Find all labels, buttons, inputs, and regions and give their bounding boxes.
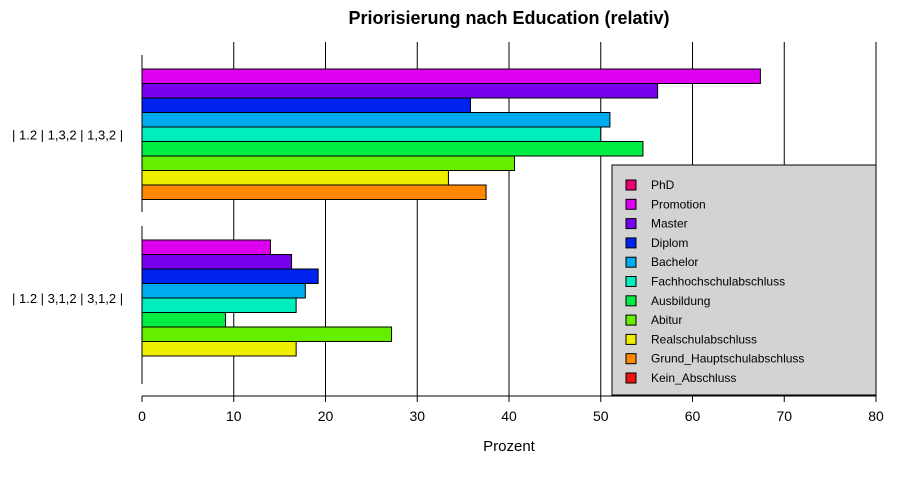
legend-label: Abitur xyxy=(651,313,682,327)
legend-label: Promotion xyxy=(651,197,706,211)
bar-bachelor xyxy=(141,283,306,299)
x-tick-label: 70 xyxy=(776,408,792,424)
legend-label: Diplom xyxy=(651,236,688,250)
bar-realschulabschluss xyxy=(141,170,449,186)
bar-realschulabschluss xyxy=(141,341,297,357)
bar-diplom xyxy=(141,97,471,113)
bar-diplom xyxy=(141,268,319,284)
legend-swatch xyxy=(625,372,637,384)
legend-box xyxy=(611,164,877,396)
x-axis-label: Prozent xyxy=(483,438,536,455)
legend-swatch xyxy=(625,198,637,210)
legend-label: Ausbildung xyxy=(651,294,710,308)
legend-label: Grund_Hauptschulabschluss xyxy=(651,352,804,366)
legend-label: Fachhochschulabschluss xyxy=(651,275,785,289)
x-tick-label: 0 xyxy=(138,408,146,424)
legend-swatch xyxy=(625,218,637,230)
x-tick-label: 40 xyxy=(501,408,517,424)
bar-ausbildung xyxy=(141,141,644,157)
bar-master xyxy=(141,254,293,270)
bar-promotion xyxy=(141,239,271,255)
x-tick-label: 10 xyxy=(226,408,242,424)
x-tick-label: 60 xyxy=(685,408,701,424)
legend-swatch xyxy=(625,179,637,191)
legend-label: PhD xyxy=(651,178,675,192)
category-labels: | 1.2 | 1,3,2 | 1,3,2 | | 1.2 | 3,1,2 | 3… xyxy=(12,127,123,306)
legend-label: Master xyxy=(651,217,688,231)
x-tick-label: 50 xyxy=(593,408,609,424)
legend-swatch xyxy=(625,276,637,287)
legend-swatch xyxy=(625,314,637,326)
legend-label: Realschulabschluss xyxy=(651,332,757,346)
x-tick-label: 20 xyxy=(318,408,334,424)
chart-title: Priorisierung nach Education (relativ) xyxy=(348,8,670,28)
bar-fachhochschulabschluss xyxy=(141,297,297,313)
legend-swatch xyxy=(625,295,637,307)
legend-label: Bachelor xyxy=(651,255,698,269)
bar-ausbildung xyxy=(141,312,226,328)
category-label: | 1.2 | 3,1,2 | 3,1,2 | xyxy=(12,291,123,306)
bar-master xyxy=(141,83,659,99)
bar-fachhochschulabschluss xyxy=(141,126,602,142)
x-axis: 0 10 20 30 40 50 60 70 80 xyxy=(138,395,884,424)
bar-bachelor xyxy=(141,112,611,128)
bar-promotion xyxy=(141,68,761,84)
bars xyxy=(141,68,761,357)
legend-swatch xyxy=(625,256,637,268)
legend-swatch xyxy=(625,333,637,345)
legend-swatch xyxy=(625,237,637,249)
x-tick-label: 30 xyxy=(409,408,425,424)
bar-abitur xyxy=(141,155,516,171)
category-label: | 1.2 | 1,3,2 | 1,3,2 | xyxy=(12,127,123,142)
bar-grund-hauptschulabschluss xyxy=(141,184,487,200)
bar-abitur xyxy=(141,326,393,342)
x-tick-label: 80 xyxy=(868,408,884,424)
legend-label: Kein_Abschluss xyxy=(651,371,736,385)
legend: PhD Promotion Master Diplom Bachelor Fachhoch… xyxy=(611,164,877,396)
legend-swatch xyxy=(625,353,637,365)
